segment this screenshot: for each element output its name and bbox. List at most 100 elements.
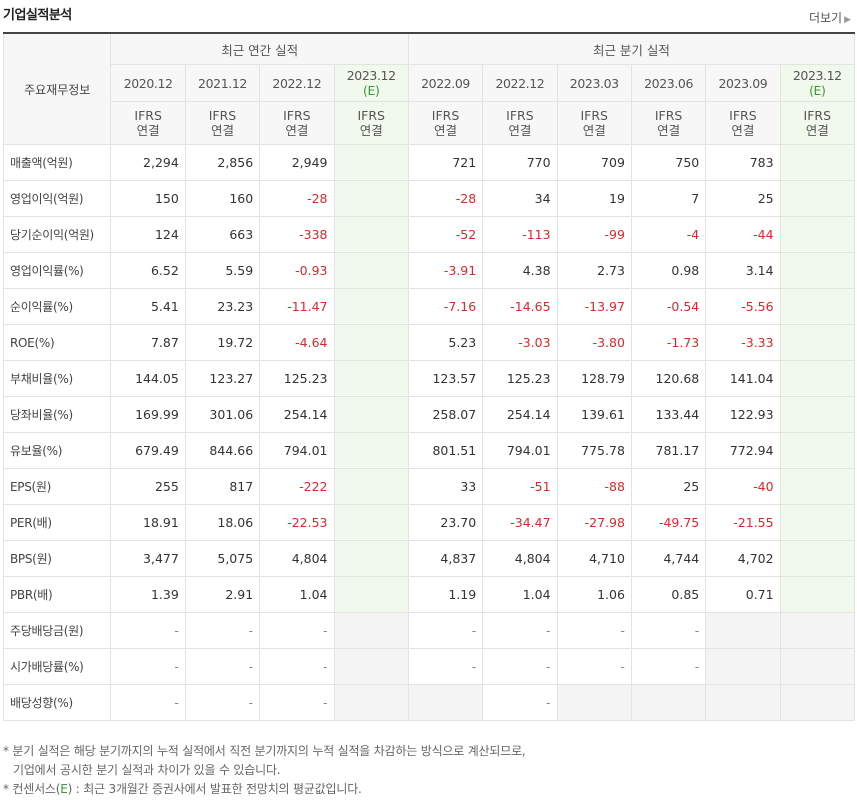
chevron-right-icon: ▶ (844, 15, 851, 25)
value-cell: 2.73 (557, 253, 631, 289)
value-cell: 169.99 (111, 397, 185, 433)
value-cell: 2,949 (260, 145, 334, 181)
period-label: 2022.09 (421, 76, 470, 91)
value-cell: 0.98 (631, 253, 705, 289)
ifrs-header: IFRS 연결 (260, 102, 334, 145)
value-cell: 133.44 (631, 397, 705, 433)
section-title: 기업실적분석 (3, 4, 72, 23)
value-cell: -99 (557, 217, 631, 253)
table-row: 매출액(억원) 2,294 2,856 2,949 721 770 709 750 783 (4, 145, 855, 181)
value-cell (334, 181, 408, 217)
value-cell (780, 577, 854, 613)
value-cell: -14.65 (483, 289, 557, 325)
row-label: 순이익률(%) (4, 289, 111, 325)
value-cell: 128.79 (557, 361, 631, 397)
value-cell: 23.70 (408, 505, 482, 541)
period-header: 2023.12 (E) (780, 65, 854, 102)
ifrs-header: IFRS 연결 (706, 102, 780, 145)
value-cell: 775.78 (557, 433, 631, 469)
value-cell: 1.04 (483, 577, 557, 613)
value-cell: 1.19 (408, 577, 482, 613)
value-cell (334, 145, 408, 181)
value-cell: - (185, 613, 259, 649)
value-cell: 5.41 (111, 289, 185, 325)
more-link[interactable]: 더보기 ▶ (809, 9, 851, 26)
table-row: BPS(원) 3,477 5,075 4,804 4,837 4,804 4,710 4,74… (4, 541, 855, 577)
period-header: 2021.12 (185, 65, 259, 102)
table-row: 시가배당률(%) - - - - - - - (4, 649, 855, 685)
value-cell: 721 (408, 145, 482, 181)
value-cell (334, 325, 408, 361)
value-cell: 679.49 (111, 433, 185, 469)
value-cell: 4,744 (631, 541, 705, 577)
value-cell (334, 577, 408, 613)
ifrs-header: IFRS 연결 (483, 102, 557, 145)
row-label: 시가배당률(%) (4, 649, 111, 685)
value-cell (780, 253, 854, 289)
value-cell (780, 145, 854, 181)
value-cell: -7.16 (408, 289, 482, 325)
period-header: 2022.12 (483, 65, 557, 102)
value-cell: 3,477 (111, 541, 185, 577)
ifrs-label: IFRS (432, 108, 460, 123)
value-cell (334, 253, 408, 289)
consolidated-label: 연결 (583, 123, 606, 138)
ifrs-label: IFRS (506, 108, 534, 123)
row-label: PBR(배) (4, 577, 111, 613)
value-cell (780, 397, 854, 433)
value-cell: 254.14 (483, 397, 557, 433)
consolidated-label: 연결 (508, 123, 531, 138)
value-cell: 817 (185, 469, 259, 505)
value-cell (706, 613, 780, 649)
value-cell: 772.94 (706, 433, 780, 469)
value-cell: 4,710 (557, 541, 631, 577)
value-cell: -4.64 (260, 325, 334, 361)
period-label: 2022.12 (272, 76, 321, 91)
period-header: 2022.12 (260, 65, 334, 102)
more-label: 더보기 (809, 11, 842, 25)
value-cell: -3.03 (483, 325, 557, 361)
value-cell (334, 685, 408, 721)
value-cell (780, 541, 854, 577)
value-cell (780, 217, 854, 253)
value-cell: 255 (111, 469, 185, 505)
ifrs-header: IFRS 연결 (557, 102, 631, 145)
value-cell: -28 (408, 181, 482, 217)
value-cell (334, 469, 408, 505)
value-cell: - (185, 649, 259, 685)
financial-table: 주요재무정보 최근 연간 실적 최근 분기 실적 2020.12 2021.12 2… (3, 32, 855, 721)
ifrs-header: IFRS 연결 (408, 102, 482, 145)
value-cell: -51 (483, 469, 557, 505)
value-cell: 7 (631, 181, 705, 217)
value-cell: 33 (408, 469, 482, 505)
table-row: PBR(배) 1.39 2.91 1.04 1.19 1.04 1.06 0.85 0.71 (4, 577, 855, 613)
value-cell: - (483, 685, 557, 721)
row-label: 영업이익(억원) (4, 181, 111, 217)
table-row: 영업이익률(%) 6.52 5.59 -0.93 -3.91 4.38 2.73 0.98 3.… (4, 253, 855, 289)
value-cell: 25 (631, 469, 705, 505)
value-cell: -49.75 (631, 505, 705, 541)
row-label: BPS(원) (4, 541, 111, 577)
value-cell: 139.61 (557, 397, 631, 433)
value-cell: 794.01 (260, 433, 334, 469)
value-cell: 750 (631, 145, 705, 181)
value-cell: 709 (557, 145, 631, 181)
value-cell: 123.27 (185, 361, 259, 397)
value-cell: 801.51 (408, 433, 482, 469)
footnote-1-cont: 기업에서 공시한 분기 실적과 차이가 있을 수 있습니다. (3, 761, 526, 780)
value-cell: -34.47 (483, 505, 557, 541)
consolidated-label: 연결 (285, 123, 308, 138)
table-row: 영업이익(억원) 150 160 -28 -28 34 19 7 25 (4, 181, 855, 217)
annual-group-header: 최근 연간 실적 (111, 33, 408, 65)
value-cell: -3.91 (408, 253, 482, 289)
table-row: 당좌비율(%) 169.99 301.06 254.14 258.07 254.14 139… (4, 397, 855, 433)
value-cell: -338 (260, 217, 334, 253)
row-label: 당좌비율(%) (4, 397, 111, 433)
value-cell: -4 (631, 217, 705, 253)
table-row: 유보율(%) 679.49 844.66 794.01 801.51 794.01 775.… (4, 433, 855, 469)
value-cell: 254.14 (260, 397, 334, 433)
value-cell: -21.55 (706, 505, 780, 541)
value-cell: 160 (185, 181, 259, 217)
value-cell (334, 613, 408, 649)
period-label: 2023.12 (347, 68, 396, 83)
